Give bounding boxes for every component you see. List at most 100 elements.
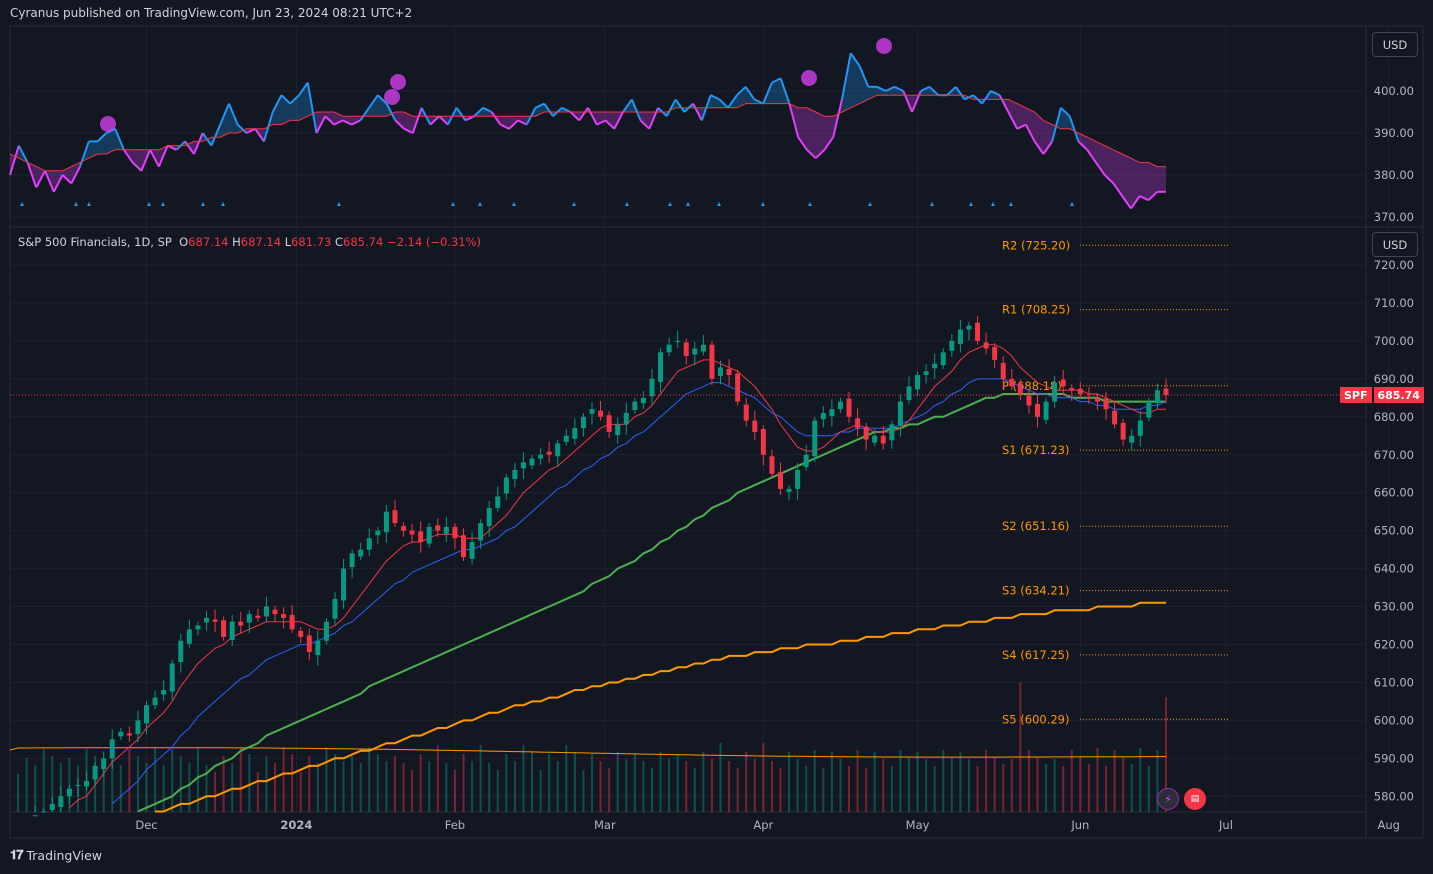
y-tick-label: 700.00 [1374, 334, 1414, 348]
legend-close: 685.74 [343, 235, 384, 249]
osc-segment [17, 145, 29, 163]
x-tick-label: May [906, 818, 930, 832]
candle-body [349, 553, 355, 568]
currency-button-top[interactable]: USD [1372, 32, 1418, 57]
osc-segment [140, 149, 152, 172]
osc-segment [167, 144, 177, 151]
osc-segment [26, 162, 38, 188]
osc-segment [61, 174, 72, 185]
osc-segment [771, 77, 782, 84]
candle-body [640, 397, 646, 404]
candle-body [238, 621, 244, 626]
candle-body [889, 424, 895, 441]
osc-segment [70, 166, 81, 184]
osc-fill [824, 116, 834, 150]
osc-segment [815, 149, 826, 159]
y-tick-label: 590.00 [1374, 751, 1414, 765]
currency-button-main[interactable]: USD [1372, 232, 1418, 257]
osc-segment [192, 132, 204, 155]
osc-segment [876, 85, 887, 92]
osc-fill [868, 86, 877, 100]
candle-body [718, 367, 724, 376]
osc-fill [1078, 133, 1088, 150]
candle-body [315, 640, 321, 656]
candle-body [846, 398, 852, 417]
candle-body [658, 352, 664, 382]
osc-signal-triangle [20, 202, 24, 206]
osc-segment [1147, 191, 1158, 201]
osc-segment [184, 140, 195, 155]
osc-segment [306, 82, 318, 134]
candle-body [84, 781, 90, 787]
osc-segment [517, 119, 528, 126]
candle-body [358, 549, 364, 557]
osc-segment [885, 85, 895, 92]
candle-body [1043, 401, 1049, 420]
osc-segment [946, 86, 957, 96]
osc-segment [788, 103, 800, 138]
osc-segment [52, 174, 64, 193]
osc-segment [911, 90, 922, 113]
pivot-label: P (688.18) [1002, 379, 1062, 393]
osc-fill [605, 112, 615, 129]
legend-high: 687.14 [240, 235, 282, 249]
candle-body [589, 409, 595, 414]
candle-body [1154, 390, 1160, 404]
osc-segment [1068, 115, 1080, 142]
candle-body [520, 462, 526, 469]
candle-body [152, 697, 158, 706]
candle-body [932, 363, 938, 369]
candle-body [212, 619, 218, 622]
osc-segment [351, 119, 361, 126]
osc-fill [1025, 107, 1035, 142]
osc-y-tick-label: 380.00 [1374, 168, 1414, 182]
candle-body [615, 424, 621, 436]
osc-segment [210, 124, 222, 146]
osc-signal-triangle [572, 202, 576, 206]
osc-segment [482, 106, 493, 113]
candle-body [580, 416, 586, 429]
candle-body [101, 758, 107, 769]
candle-body [341, 568, 347, 601]
osc-segment [403, 127, 414, 134]
candle-body [1017, 383, 1023, 395]
pivot-label: S4 (617.25) [1002, 648, 1069, 662]
candle-body [726, 368, 732, 376]
oscillator [9, 38, 1166, 210]
osc-segment [779, 78, 791, 104]
osc-signal-triangle [668, 202, 672, 206]
candle-body [538, 454, 544, 459]
osc-segment [832, 99, 843, 138]
osc-fill [1008, 99, 1018, 129]
tradingview-brand[interactable]: 𝟏𝟕 TradingView [10, 848, 102, 863]
osc-segment [981, 90, 992, 105]
y-tick-label: 710.00 [1374, 296, 1414, 310]
osc-segment [228, 103, 239, 125]
candle-body [623, 413, 629, 425]
candle-body [829, 409, 835, 417]
candle-body [1112, 410, 1118, 425]
osc-fill [736, 86, 746, 108]
candle-body [975, 322, 981, 341]
osc-segment [692, 103, 703, 121]
candle-body [812, 420, 818, 457]
osc-segment [1104, 174, 1115, 185]
osc-y-tick-label: 400.00 [1374, 84, 1414, 98]
osc-segment [578, 107, 589, 121]
lightning-icon[interactable]: ⚡ [1157, 788, 1179, 810]
y-tick-label: 690.00 [1374, 372, 1414, 386]
candle-body [923, 371, 929, 376]
osc-signal-triangle [74, 202, 78, 206]
pivot-levels: R2 (725.20) R1 (708.25) P (688.18) S1 (671.… [1002, 238, 1228, 726]
candle-body [503, 477, 509, 494]
osc-segment [44, 170, 55, 193]
osc-signal-triangle [930, 202, 934, 206]
candle-body [92, 765, 98, 780]
candle-body [409, 530, 415, 535]
candle-body [598, 410, 604, 417]
pivot-label: S5 (600.29) [1002, 712, 1069, 726]
us-flag-icon[interactable]: ▤ [1184, 788, 1206, 810]
candle-body [649, 378, 655, 397]
